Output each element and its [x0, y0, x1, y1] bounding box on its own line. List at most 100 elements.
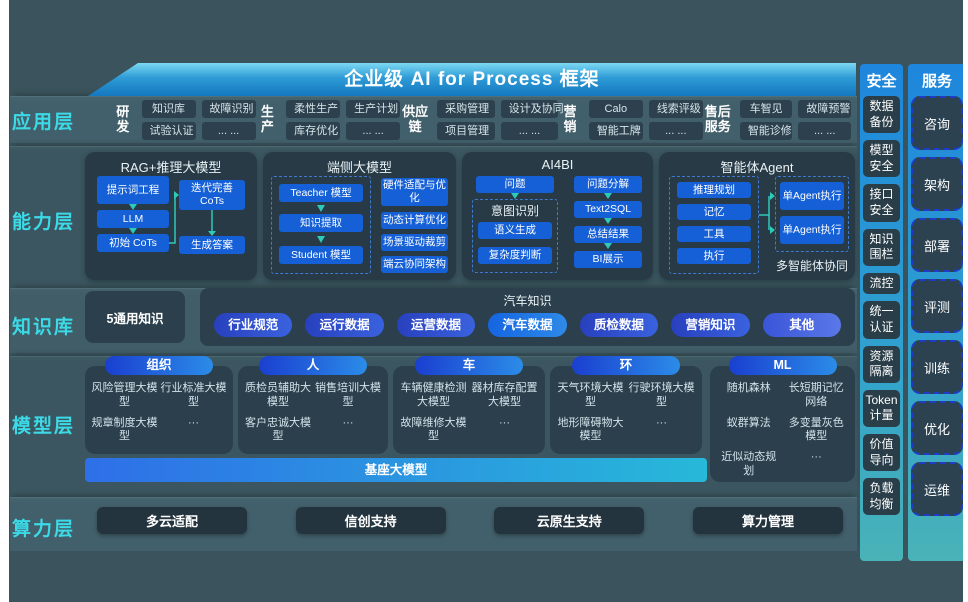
model-group-pill: 车 — [415, 356, 523, 375]
node-execute: 执行 — [677, 248, 751, 264]
app-chip: 故障识别 — [201, 99, 256, 118]
security-item: 统一认证 — [863, 301, 900, 339]
app-chip: ... ... — [201, 122, 256, 141]
service-column: 服务 咨询 架构 部署 评测 训练 优化 运维 — [908, 64, 966, 561]
panel-ai4bi: AI4BI 问题 意图识别 语义生成 复杂度判断 问题分解 Text2SQL 总… — [462, 152, 653, 280]
app-chip: 智能工牌 — [588, 122, 643, 141]
model-item: ··· — [499, 416, 510, 429]
app-chip: 柔性生产 — [286, 99, 341, 118]
node-summarize: 总结结果 — [574, 226, 642, 243]
node-hw-adapt: 硬件适配与优化 — [381, 178, 448, 206]
app-group-label: 供应链 — [402, 104, 429, 134]
service-title: 服务 — [921, 73, 952, 90]
intent-label: 意图识别 — [490, 204, 539, 218]
security-item: 负载均衡 — [863, 478, 900, 516]
model-item: 随机森林 — [726, 382, 771, 394]
model-group-organization: 组织 风险管理大模型 行业标准大模型 规章制度大模型 ··· — [85, 356, 233, 454]
knowledge-pill-row: 行业规范 运行数据 运营数据 汽车数据 质检数据 营销知识 其他 — [214, 313, 841, 337]
model-item-grid: 质检员辅助大模型 销售培训大模型 客户忠诚大模型 ··· — [238, 366, 388, 450]
knowledge-pill: 运营数据 — [396, 313, 476, 337]
node-single-agent-1: 单Agent执行 — [780, 182, 844, 210]
security-title: 安全 — [866, 73, 897, 90]
model-item: 长短期记忆网络 — [788, 382, 844, 408]
knowledge-pill: 其他 — [762, 313, 841, 337]
panel-title: AI4BI — [541, 157, 574, 172]
compute-chip-cloudnative: 云原生支持 — [494, 507, 645, 534]
service-item: 评测 — [911, 279, 963, 333]
left-margin — [0, 0, 9, 602]
knowledge-pill: 行业规范 — [214, 313, 293, 337]
diagram-title-banner: 企业级 AI for Process 框架 — [88, 63, 856, 96]
node-bi-display: BI展示 — [574, 251, 642, 268]
app-group-label: 售后服务 — [704, 104, 731, 134]
model-item: 风险管理大模型 — [91, 382, 158, 408]
node-student-model: Student 模型 — [279, 246, 363, 264]
app-chip: 生产计划 — [346, 99, 401, 118]
app-chip: ... ... — [798, 122, 851, 141]
model-item: 规章制度大模型 — [91, 416, 158, 443]
model-item: 客户忠诚大模型 — [245, 416, 311, 443]
compute-chip-multicloud: 多云适配 — [97, 507, 247, 534]
application-layer: 研发 知识库 故障识别 试验认证 ... ... 生产 柔性生产 生产计划 库存… — [85, 99, 855, 141]
app-chip: 智能诊修 — [739, 122, 793, 141]
security-item: 知识围栏 — [863, 228, 900, 266]
model-item: 多变量灰色模型 — [788, 416, 844, 443]
node-teacher-model: Teacher 模型 — [279, 184, 363, 202]
model-group-pill: ML — [728, 356, 837, 375]
layer-label-model: 模型层 — [12, 416, 76, 437]
base-model-bar: 基座大模型 — [85, 458, 707, 482]
model-item: 行业标准大模型 — [160, 382, 227, 408]
app-chip-grid: 知识库 故障识别 试验认证 ... ... — [141, 99, 256, 141]
model-item: ··· — [188, 416, 199, 429]
security-item: 数据备份 — [863, 96, 900, 134]
knowledge-pill: 汽车数据 — [488, 313, 567, 337]
security-item: 价值导向 — [863, 433, 900, 472]
model-item: ··· — [656, 416, 667, 429]
panel-rag: RAG+推理大模型 提示词工程 LLM 初始 CoTs 迭代完善CoTs 生成答… — [85, 152, 257, 280]
app-chip-grid: 柔性生产 生产计划 库存优化 ... ... — [286, 99, 401, 141]
model-item: 天气环境大模型 — [557, 382, 624, 408]
model-group-pill: 人 — [259, 356, 367, 375]
model-group-pill: 环 — [572, 356, 680, 375]
knowledge-pill: 运行数据 — [305, 313, 384, 337]
diagram-title: 企业级 AI for Process 框架 — [344, 69, 600, 90]
multi-agent-caption: 多智能体协同 — [775, 259, 848, 273]
security-item: 流控 — [863, 272, 900, 295]
right-margin — [963, 0, 968, 602]
panel-title: 端侧大模型 — [326, 160, 392, 175]
app-group-production: 生产 柔性生产 生产计划 库存优化 ... ... — [256, 99, 401, 141]
panel-title: RAG+推理大模型 — [120, 160, 222, 175]
knowledge-pill: 质检数据 — [579, 313, 659, 337]
app-group-aftersales: 售后服务 车智见 故障预警 智能诊修 ... ... — [703, 99, 851, 141]
security-item: 接口安全 — [863, 184, 900, 222]
app-group-marketing: 营销 Calo 线索评级 智能工牌 ... ... — [558, 99, 703, 141]
app-chip: 项目管理 — [437, 122, 495, 141]
app-chip: 库存优化 — [286, 122, 341, 141]
model-group-ml: ML 随机森林 长短期记忆网络 蚁群算法 多变量灰色模型 近似动态规划 ··· — [710, 356, 855, 482]
app-chip: ... ... — [500, 122, 559, 141]
app-chip: 试验认证 — [141, 122, 196, 141]
distillation-group — [271, 176, 371, 274]
model-item: ··· — [342, 416, 354, 429]
model-item: 车辆健康检测大模型 — [400, 382, 467, 408]
node-initial-cots: 初始 CoTs — [97, 234, 169, 252]
node-iterate-cots: 迭代完善CoTs — [179, 180, 245, 210]
app-chip-grid: 采购管理 设计及协同 项目管理 ... ... — [437, 99, 564, 141]
layer-label-knowledge: 知识库 — [12, 317, 76, 338]
app-chip: 故障预警 — [798, 99, 851, 118]
node-knowledge-extract: 知识提取 — [279, 214, 363, 232]
knowledge-pill: 营销知识 — [671, 313, 750, 337]
model-group-environment: 环 天气环境大模型 行驶环境大模型 地形障碍物大模型 ··· — [550, 356, 702, 454]
app-group-rd: 研发 知识库 故障识别 试验认证 ... ... — [111, 99, 256, 141]
layer-label-capability: 能力层 — [12, 212, 76, 233]
service-item: 咨询 — [911, 96, 963, 150]
model-item: 销售培训大模型 — [315, 382, 381, 408]
compute-chip-management: 算力管理 — [692, 507, 843, 534]
node-dynamic-compute: 动态计算优化 — [381, 212, 448, 229]
model-group-people: 人 质检员辅助大模型 销售培训大模型 客户忠诚大模型 ··· — [238, 356, 388, 454]
model-item-grid: 天气环境大模型 行驶环境大模型 地形障碍物大模型 ··· — [550, 366, 702, 450]
security-item: 资源隔离 — [863, 345, 900, 383]
node-semantic-gen: 语义生成 — [478, 222, 552, 239]
compute-layer: 多云适配 信创支持 云原生支持 算力管理 — [85, 507, 855, 534]
node-text2sql: Text2SQL — [574, 201, 642, 218]
